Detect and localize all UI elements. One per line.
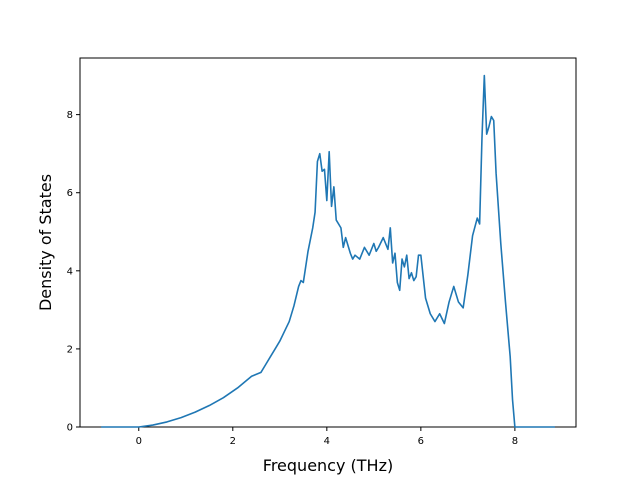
x-tick-label: 6 <box>418 436 424 447</box>
y-tick-label: 4 <box>67 266 73 277</box>
y-tick-label: 8 <box>67 110 73 121</box>
x-tick-label: 0 <box>136 436 142 447</box>
x-tick-label: 8 <box>512 436 518 447</box>
x-axis-label: Frequency (THz) <box>263 456 393 475</box>
y-tick-label: 0 <box>67 423 73 434</box>
x-axis-ticks: 0 2 4 6 8 <box>136 427 518 447</box>
dos-series-line <box>101 74 555 428</box>
y-tick-label: 2 <box>67 344 73 355</box>
plot-area-frame <box>79 57 577 428</box>
x-tick-label: 4 <box>324 436 330 447</box>
y-axis-ticks: 0 2 4 6 8 <box>67 110 80 434</box>
y-axis-label: Density of States <box>36 174 55 311</box>
x-tick-label: 2 <box>230 436 236 447</box>
y-tick-label: 6 <box>67 188 73 199</box>
